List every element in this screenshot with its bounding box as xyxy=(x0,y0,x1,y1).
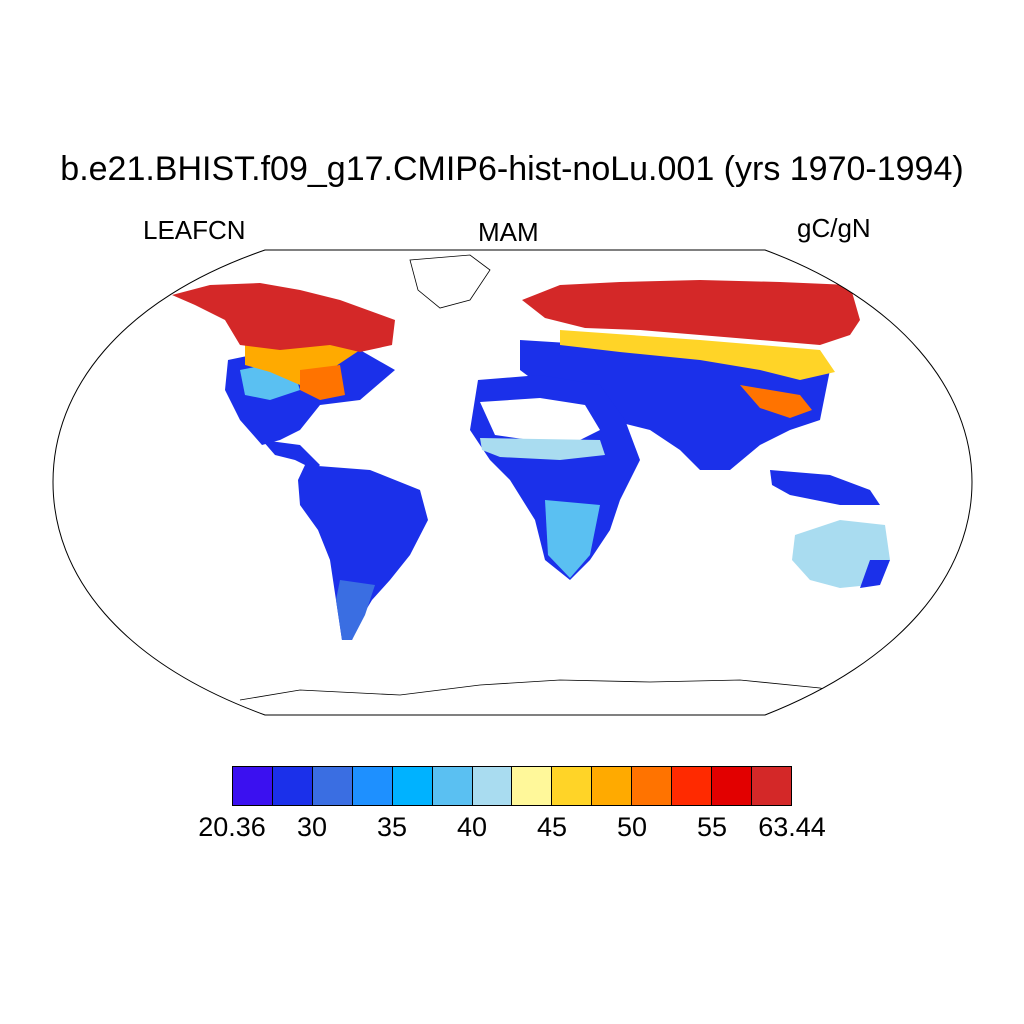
colorbar-tick-label: 40 xyxy=(456,812,488,842)
colorbar-box xyxy=(712,767,752,805)
north-america-east-band xyxy=(300,365,345,400)
colorbar-box xyxy=(432,767,473,805)
land-fields xyxy=(172,254,890,701)
colorbar-box xyxy=(512,767,553,805)
colorbar-box xyxy=(392,767,433,805)
colorbar-box xyxy=(233,767,273,805)
variable-label: LEAFCN xyxy=(143,215,246,245)
colorbar-tick-label: 35 xyxy=(376,812,408,842)
africa-sahel-band xyxy=(480,438,605,460)
colorbar-box xyxy=(312,767,353,805)
colorbar-tick-label: 50 xyxy=(616,812,648,842)
north-america-warm-band xyxy=(245,340,360,385)
colorbar-tick-label: 30 xyxy=(296,812,328,842)
colorbar-box xyxy=(272,767,313,805)
south-america-south xyxy=(336,580,375,640)
greenland-outline xyxy=(409,254,491,309)
central-america-region xyxy=(262,440,320,470)
colorbar-box xyxy=(592,767,633,805)
south-america-region xyxy=(298,465,428,640)
map-boundary xyxy=(52,249,973,716)
colorbar-box xyxy=(751,767,791,805)
colorbar-box xyxy=(632,767,673,805)
africa-south-region xyxy=(545,500,600,578)
australia-region xyxy=(792,520,890,588)
colorbar-tick-label: 63.44 xyxy=(758,812,826,842)
eurasia-orange-band xyxy=(740,385,812,418)
colorbar-box xyxy=(352,767,393,805)
australia-edge xyxy=(860,560,890,588)
colorbar-tick-label: 45 xyxy=(536,812,568,842)
eurasia-boreal xyxy=(522,280,860,345)
maritime-asia-region xyxy=(770,470,880,505)
map-title: b.e21.BHIST.f09_g17.CMIP6-hist-noLu.001 … xyxy=(60,150,964,188)
units-label: gC/gN xyxy=(797,213,871,243)
north-america-boreal xyxy=(172,283,395,352)
season-label: MAM xyxy=(478,217,539,247)
colorbar-box xyxy=(472,767,513,805)
africa-sahara-gap xyxy=(480,398,600,445)
colorbar xyxy=(232,766,792,806)
colorbar-tick-label: 55 xyxy=(696,812,728,842)
eurasia-south-region xyxy=(520,340,830,470)
eurasia-warm-band xyxy=(560,330,835,380)
colorbar-box xyxy=(672,767,713,805)
colorbar-box xyxy=(552,767,593,805)
antarctica-outline xyxy=(239,679,871,701)
colorbar-tick-label: 20.36 xyxy=(198,812,266,842)
